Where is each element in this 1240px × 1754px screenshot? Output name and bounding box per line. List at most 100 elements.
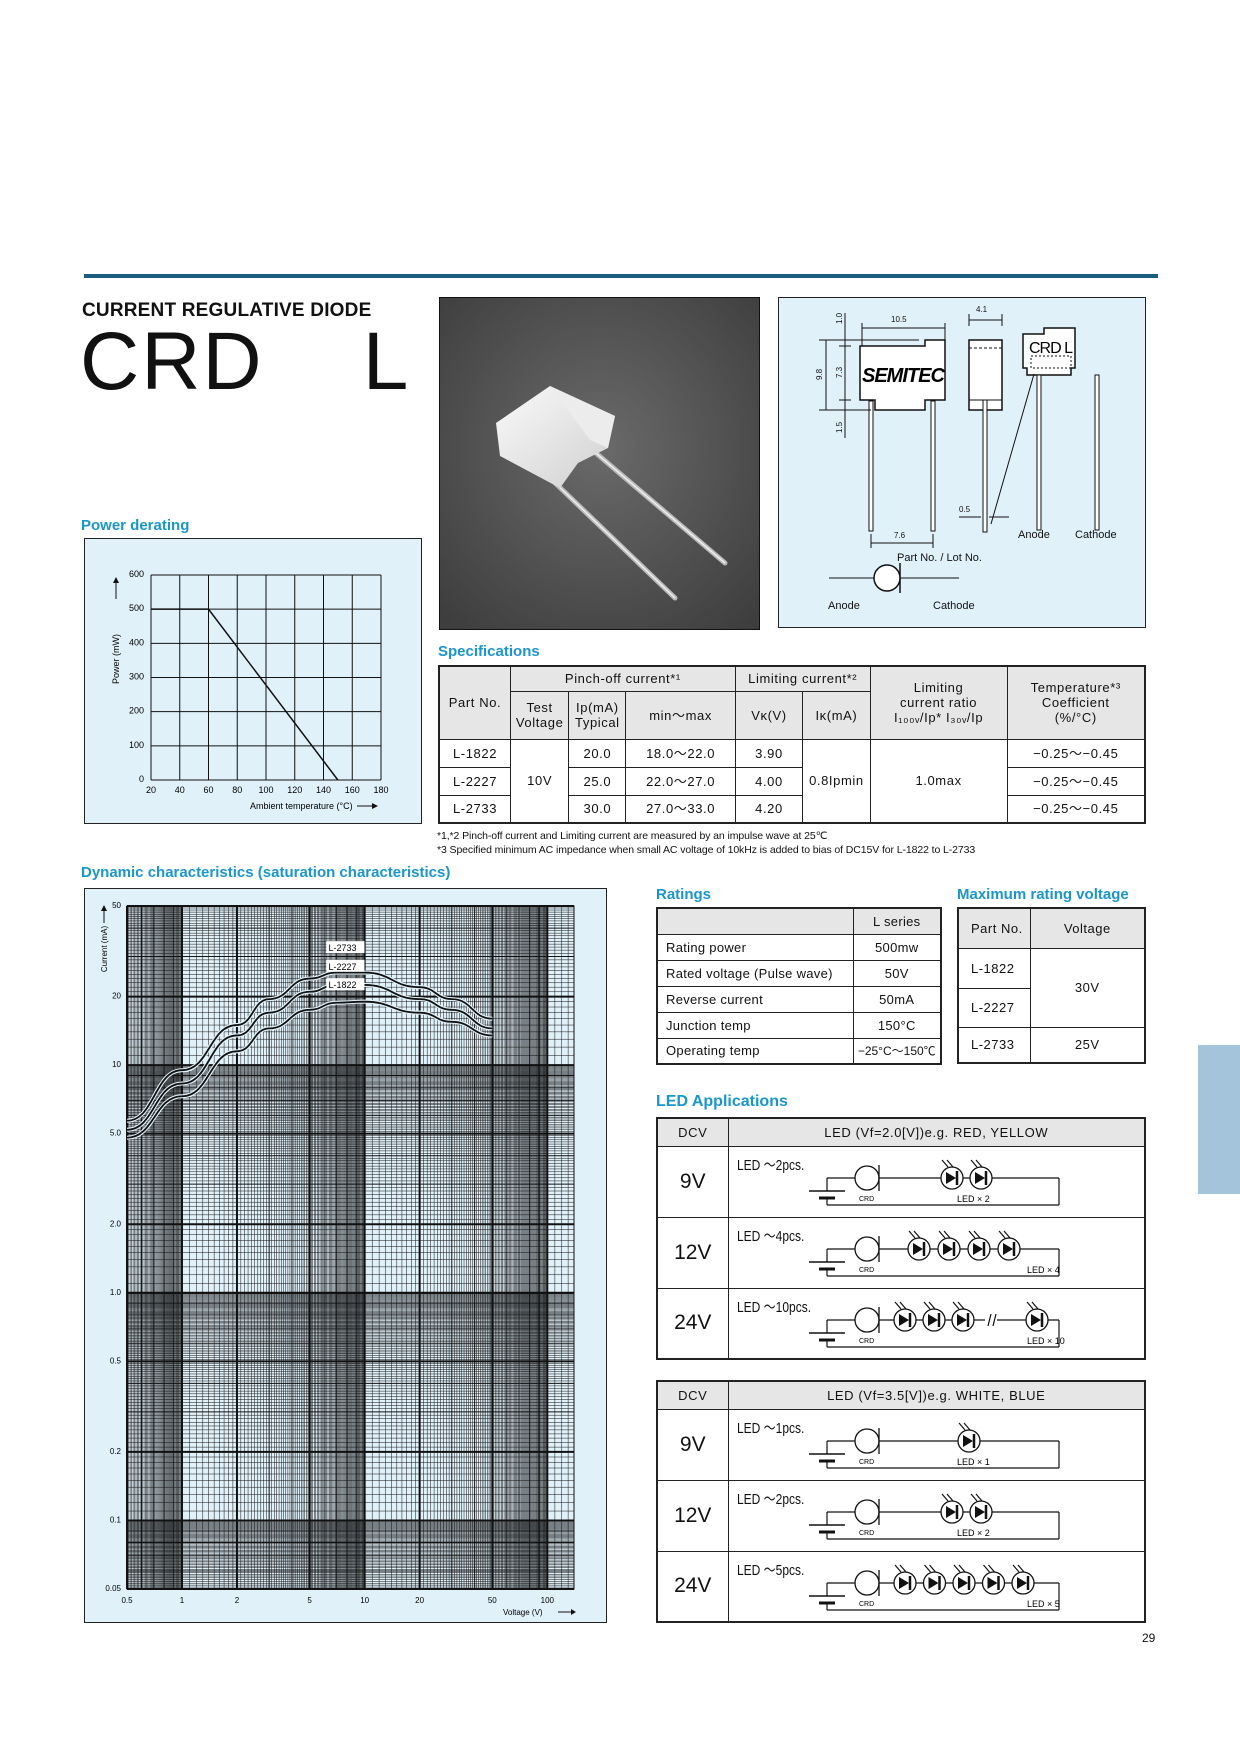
- label-cathode: Cathode: [1075, 529, 1117, 541]
- led-count-label: LED × 2: [957, 1528, 990, 1538]
- dim-top: 1.0: [835, 312, 844, 324]
- table-row: Rated voltage (Pulse wave) 50V: [656, 959, 942, 987]
- table-row: L-2733 30.0 27.0～33.0 4.20 −0.25～−0.45: [438, 794, 1146, 824]
- led-count-label: LED × 5: [1027, 1599, 1060, 1609]
- part-marking: CRD L: [1029, 340, 1073, 357]
- led-apps-heading: LED Applications: [656, 1093, 788, 1110]
- led-table: DCV LED (Vf=2.0[V])e.g. RED, YELLOW 9V LED…: [656, 1117, 1146, 1360]
- dynamic-chart: 0.5 1 2 5 10 20 50 100 50 20 10 5.0 2.0 1.0 0.5 0.2 0.1 0…: [100, 901, 576, 1617]
- col-ip: Ip(mA) Typical: [568, 690, 627, 740]
- x-tick-label: 80: [232, 785, 242, 795]
- y-tick-label: 10: [112, 1060, 121, 1069]
- derating-line: [151, 608, 339, 781]
- page-title: CRD L: [80, 316, 411, 407]
- semitec-logo: SEMITEC: [862, 365, 945, 387]
- y-tick-label: 20: [112, 992, 121, 1001]
- led-count-label: LED × 10: [1027, 1336, 1065, 1346]
- series-label: L-2227: [328, 962, 356, 972]
- dynamic-panel: 0.5 1 2 5 10 20 50 100 50 20 10 5.0 2.0 1.0 0.5 0.2 0.1 0…: [84, 888, 607, 1623]
- x-tick-label: 20: [146, 785, 156, 795]
- crd-icon: [853, 1164, 880, 1191]
- x-tick-label: 20: [415, 1596, 424, 1605]
- crd-label: CRD: [859, 1196, 874, 1203]
- label-part-lot: Part No. / Lot No.: [897, 552, 982, 564]
- symbol-cathode: Cathode: [933, 600, 975, 612]
- led-circuit-diagram: CRD LED × 2: [808, 1493, 1060, 1540]
- table-row: Reverse current 50mA: [656, 985, 942, 1013]
- x-tick-label: 100: [258, 785, 273, 795]
- led-circuit-diagram: CRD LED × 4: [808, 1230, 1060, 1277]
- x-tick-label: 160: [345, 785, 360, 795]
- led-circuit-diagram: CRD LED × 2: [808, 1159, 1060, 1206]
- table-row: L-1822 10V 20.0 18.0～22.0 3.90 0.8Ipmin …: [438, 738, 1146, 824]
- y-tick-label: 5.0: [110, 1129, 122, 1138]
- crd-label: CRD: [859, 1338, 874, 1345]
- power-derating-heading: Power derating: [81, 517, 190, 534]
- series-line-l-2227: [126, 984, 493, 1131]
- x-axis-label: Ambient temperature (°C): [250, 801, 353, 811]
- label-anode: Anode: [1018, 529, 1050, 541]
- y-tick-label: 50: [112, 901, 121, 910]
- y-tick-label: 0.05: [105, 1584, 121, 1593]
- power-derating-chart: 20 40 60 80 100 120 140 160 180 0 100 200 300 400 500 6…: [111, 569, 389, 811]
- crd-icon: [853, 1235, 880, 1262]
- dim-width: 10.5: [891, 315, 907, 324]
- header-rule: [84, 274, 1158, 278]
- led-row: 24V LED ～5pcs. CRD LED × 5: [656, 1550, 1146, 1623]
- outline-drawing-panel: 10.5 4.1 1.0 9.8 7.3 1.5 0.5 7.6 SEMITEC…: [778, 297, 1146, 628]
- table-row: L-1822 30V: [957, 947, 1146, 1028]
- series-label: L-2733: [328, 943, 356, 953]
- x-tick-label: 100: [541, 1596, 555, 1605]
- crd-label: CRD: [859, 1601, 874, 1608]
- series-label-box: [326, 959, 365, 972]
- crd-label: CRD: [859, 1530, 874, 1537]
- crd-label: CRD: [859, 1267, 874, 1274]
- y-axis-label: Power (mW): [111, 634, 121, 684]
- y-tick-label: 200: [129, 706, 144, 716]
- led-row: 12V LED ～4pcs. CRD LED × 4: [656, 1216, 1146, 1289]
- dim-thickness: 4.1: [976, 305, 988, 314]
- y-tick-label: 400: [129, 637, 144, 647]
- x-tick-label: 10: [360, 1596, 369, 1605]
- y-tick-label: 0.2: [110, 1447, 122, 1456]
- dynamic-heading: Dynamic characteristics (saturation char…: [81, 864, 451, 881]
- x-tick-label: 50: [488, 1596, 497, 1605]
- y-tick-label: 1.0: [110, 1288, 122, 1297]
- led-table-title: LED (Vf=3.5[V])e.g. WHITE, BLUE: [727, 1380, 1146, 1410]
- outline-drawing: 10.5 4.1 1.0 9.8 7.3 1.5 0.5 7.6 SEMITEC…: [815, 305, 1117, 612]
- dim-lead: 0.5: [959, 505, 971, 514]
- led-count-label: LED × 4: [1027, 1265, 1060, 1275]
- grid: [126, 905, 575, 1590]
- crd-icon: [853, 1306, 880, 1333]
- specifications-heading: Specifications: [438, 643, 540, 660]
- x-axis-label: Voltage (V): [503, 1608, 543, 1617]
- power-derating-panel: 20 40 60 80 100 120 140 160 180 0 100 200 300 400 500 6…: [84, 538, 422, 824]
- dim-height: 9.8: [815, 368, 824, 380]
- x-tick-label: 120: [287, 785, 302, 795]
- col-ik: Iκ(mA): [802, 690, 871, 740]
- y-tick-label: 0.1: [110, 1515, 122, 1524]
- col-temp-coeff: Temperature*³ Coefficient (%/°C): [1006, 665, 1146, 740]
- led-row: 9V LED ～1pcs. CRD LED × 1: [656, 1408, 1146, 1481]
- x-tick-label: 5: [307, 1596, 312, 1605]
- led-circuit-diagram: CRD LED × 5: [808, 1564, 1060, 1611]
- page-number: 29: [1142, 1631, 1156, 1645]
- dim-body: 7.3: [835, 366, 844, 378]
- spec-footnotes: *1,*2 Pinch-off current and Limiting cur…: [437, 830, 976, 856]
- product-category: CURRENT REGULATIVE DIODE: [82, 300, 372, 321]
- y-tick-label: 100: [129, 740, 144, 750]
- series-line-l-1822: [126, 1000, 493, 1139]
- led-circuit-diagram: CRD LED × 10: [808, 1301, 1065, 1348]
- ratings-table: L series Rating power 500mw Rated voltage…: [656, 907, 942, 1065]
- crd-label: CRD: [859, 1459, 874, 1466]
- y-tick-label: 0.5: [110, 1356, 122, 1365]
- col-limiting: Limiting current*²: [734, 665, 871, 692]
- y-tick-label: 600: [129, 569, 144, 579]
- x-tick-label: 1: [180, 1596, 185, 1605]
- col-pinch-off: Pinch-off current*¹: [510, 665, 736, 692]
- y-tick-label: 2.0: [110, 1219, 122, 1228]
- y-tick-label: 300: [129, 672, 144, 682]
- y-tick-label: 0: [139, 774, 144, 784]
- crd-icon: [853, 1498, 880, 1525]
- symbol-anode: Anode: [828, 600, 860, 612]
